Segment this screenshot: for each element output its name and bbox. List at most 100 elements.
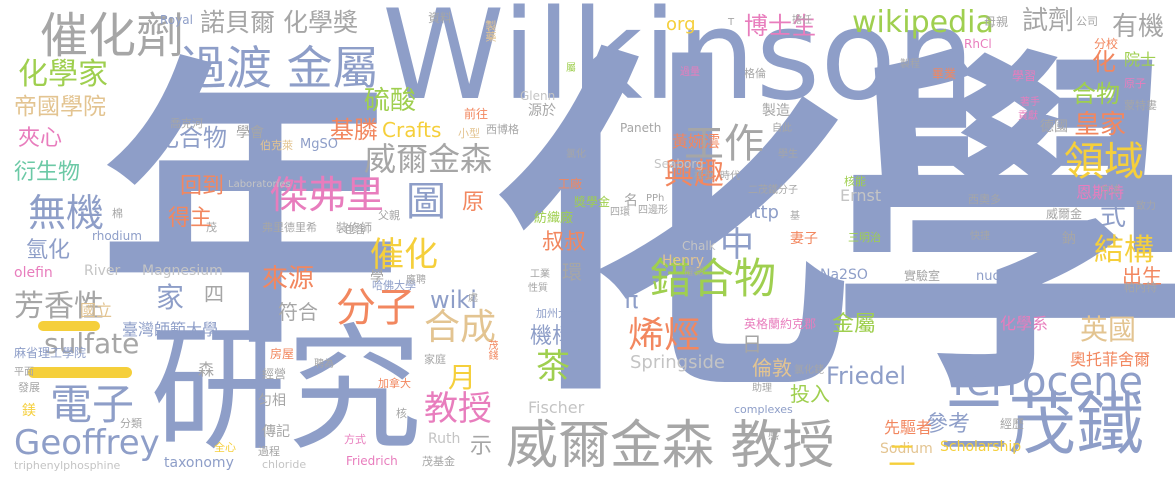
word-電子: 電子 [50,380,135,429]
word-wilkinson: Wilkinson [382,0,975,128]
word-妻子: 妻子 [790,231,818,247]
word-paneth: Paneth [620,121,662,135]
word-興趣: 興趣 [664,157,724,192]
word-奧托菲舍爾: 奧托菲舍爾 [1070,350,1151,369]
word-friedrich: Friedrich [346,454,398,468]
word-四: 四 [204,282,224,306]
word-olefin: olefin [14,265,53,281]
word-sulfate: sulfate [44,327,140,360]
word-triphenylphosphine: triphenylphosphine [14,459,121,472]
word-taxonomy: taxonomy [164,455,234,471]
word-springside: Springside [630,352,725,373]
word-經營: 經營 [262,367,287,381]
word-國立: 國立 [80,301,113,320]
word-前往: 前往 [464,107,489,121]
word-基膦: 基膦 [330,116,378,144]
word-英格蘭約克郡: 英格蘭約克郡 [744,317,817,331]
word-rhodium: rhodium [92,229,142,243]
word-威爾金: 威爾金 [1046,207,1083,221]
word-學生: 學生 [778,149,798,160]
word-平面: 平面 [14,367,34,378]
word-年: 年 [100,35,400,384]
word-過程: 過程 [258,445,280,458]
word-無機: 無機 [28,191,105,235]
word-帕內特: 帕內特 [1124,281,1157,294]
word-scholarship: Scholarship [940,439,1022,455]
word-匀相: 匀相 [258,393,286,409]
word-著手: 著手 [1020,97,1040,108]
word-感: 感 [768,429,779,442]
word-全心: 全心 [214,441,236,454]
word-製藥: 製藥 [484,20,497,42]
word-中: 中 [720,225,754,265]
word-研究: 研究 [150,312,422,470]
word-mgso: MgSO [300,137,338,152]
word-畢業: 畢業 [932,67,957,81]
word-機構: 機構 [530,324,575,349]
word-合成: 合成 [424,307,497,348]
word-化合物: 化合物 [155,124,227,152]
word-rhcl: RhCl [964,37,992,51]
word-分類: 分類 [120,417,142,430]
word-有機: 有機 [1112,12,1165,42]
word-投入: 投入 [790,382,830,406]
word-母親: 母親 [984,15,1009,29]
word-chloride: chloride [262,458,307,471]
word-二茂鐵分子: 二茂鐵分子 [748,185,798,196]
word-圖: 圖 [406,179,446,225]
word-格倫: 格倫 [744,67,766,80]
word-助理: 助理 [752,383,772,394]
word-包含: 包含 [344,223,366,236]
word-化學系: 化學系 [1000,314,1049,333]
word-棉: 棉 [112,207,123,220]
word-日: 日 [742,332,762,356]
word-時代: 時代 [720,171,740,182]
word-化學: 化學 [492,20,1175,439]
word-獎學金: 獎學金 [574,195,611,209]
word-德國: 德國 [1040,119,1068,135]
word-complexes: complexes [734,403,793,416]
word-iii: Ⅲ [564,288,577,309]
word-學習: 學習 [1012,69,1037,83]
word-式: 式 [1100,202,1127,232]
word-chalk: Chalk [682,239,716,253]
word-1973年: 1973年 [1064,288,1142,313]
word-叔叔: 叔叔 [542,230,587,255]
word-sodium: Sodium [880,441,933,457]
word-臺灣師範大學: 臺灣師範大學 [122,320,219,339]
word-t: T [728,17,735,28]
word-分校: 分校 [1094,37,1119,51]
word-衍生物: 衍生物 [14,160,81,185]
word-倫敦: 倫敦 [752,356,792,380]
word-seaborg: Seaborg [654,157,704,171]
word-西博格: 西博格 [486,123,519,136]
word-得主: 得主 [168,206,213,231]
word-英國: 英國 [1080,313,1137,346]
word-茶: 茶 [536,347,570,387]
word-分子: 分子 [336,285,416,331]
word-模型: 模型 [694,171,714,182]
word-ferrocene: ferrocene [952,359,1144,405]
word-處: 處 [468,293,478,304]
word-核能: 核能 [844,175,866,188]
word-教授: 教授 [424,389,492,429]
word-自此: 自此 [772,123,792,134]
word-ernst: Ernst [840,186,882,205]
word-wiki: wiki [430,286,477,314]
highlight-bar [38,321,100,331]
word-皇家: 皇家 [1074,110,1127,140]
word-加州大學: 加州大學 [536,307,580,320]
word-名: 名 [624,193,638,209]
word-回到: 回到 [180,174,225,199]
word-森: 森 [198,360,215,379]
word-金屬: 金屬 [832,312,877,337]
word-伯克萊: 伯克萊 [260,139,293,152]
word-威爾金森教授: 威爾金森 教授 [506,416,835,476]
word-氯化銠: 氯化銠 [794,365,824,376]
word-glenn: Glenn [520,89,556,103]
word-fischer: Fischer [528,398,585,417]
word-方法: 方法 [1100,185,1120,196]
word-屬: 屬 [566,63,576,74]
word-發展: 發展 [18,381,40,394]
word-geoffrey: Geoffrey [14,423,160,463]
